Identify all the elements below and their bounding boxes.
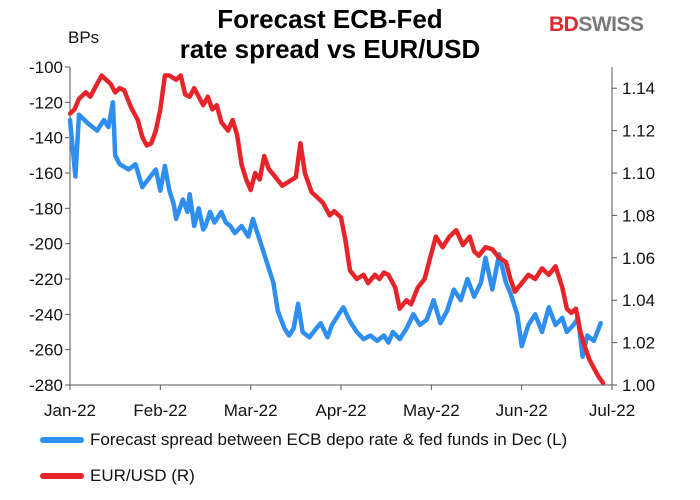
- legend-swatch-eurusd: [40, 473, 84, 479]
- left-tick-label: -220: [29, 270, 63, 289]
- left-axis: -100 -120 -140 -160 -180 -200 -220 -240 -260 -280: [29, 58, 71, 395]
- left-tick-label: -160: [29, 164, 63, 183]
- legend-label-spread: Forecast spread between ECB depo rate & …: [90, 430, 568, 449]
- x-tick-label: Jul-22: [589, 401, 635, 420]
- left-tick-label: -180: [29, 199, 63, 218]
- chart-title-line-2: rate spread vs EUR/USD: [179, 34, 481, 64]
- x-tick-label: Jan-22: [44, 401, 96, 420]
- left-tick-label: -260: [29, 341, 63, 360]
- right-tick-label: 1.02: [622, 334, 655, 353]
- left-tick-label: -100: [29, 58, 63, 77]
- right-tick-label: 1.10: [622, 164, 655, 183]
- right-axis: 1.14 1.12 1.10 1.08 1.06 1.04 1.02 1.00: [611, 67, 655, 395]
- right-tick-label: 1.14: [622, 79, 655, 98]
- logo-part-1: BD: [549, 13, 579, 36]
- legend-swatch-spread: [40, 437, 84, 443]
- x-tick-label: May-22: [403, 401, 460, 420]
- right-tick-label: 1.08: [622, 206, 655, 225]
- left-tick-label: -120: [29, 93, 63, 112]
- x-tick-label: Mar-22: [224, 401, 278, 420]
- legend-item-eurusd: EUR/USD (R): [40, 466, 195, 486]
- right-tick-label: 1.06: [622, 249, 655, 268]
- left-tick-label: -240: [29, 305, 63, 324]
- left-axis-unit-label: BPs: [68, 28, 100, 47]
- legend-label-eurusd: EUR/USD (R): [90, 466, 195, 485]
- logo-part-2: SWISS: [578, 13, 644, 36]
- left-tick-label: -140: [29, 129, 63, 148]
- left-tick-label: -280: [29, 376, 63, 395]
- legend-item-spread: Forecast spread between ECB depo rate & …: [40, 430, 567, 450]
- right-tick-label: 1.00: [622, 376, 655, 395]
- brand-logo: BDSWISS: [549, 13, 644, 37]
- right-tick-label: 1.12: [622, 122, 655, 141]
- x-tick-label: Apr-22: [315, 401, 366, 420]
- x-tick-label: Feb-22: [133, 401, 187, 420]
- series-line-eurusd: [67, 73, 606, 386]
- x-axis: Jan-22 Feb-22 Mar-22 Apr-22 May-22 Jun-22 Jul-…: [44, 384, 635, 420]
- x-tick-label: Jun-22: [496, 401, 548, 420]
- chart-title: Forecast ECB-Fed rate spread vs EUR/USD: [150, 4, 510, 64]
- right-tick-label: 1.04: [622, 291, 655, 310]
- chart-title-line-1: Forecast ECB-Fed: [217, 4, 443, 34]
- left-tick-label: -200: [29, 235, 63, 254]
- series-line-spread: [67, 100, 603, 359]
- series-layer: [67, 73, 606, 386]
